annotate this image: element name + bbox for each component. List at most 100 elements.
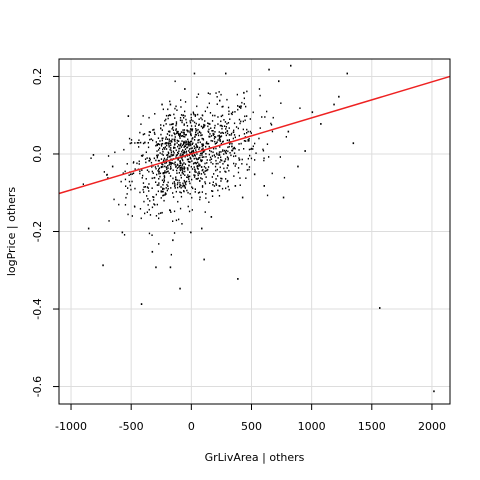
data-point (168, 172, 170, 174)
data-point (180, 191, 182, 194)
data-point (285, 136, 287, 138)
data-point (258, 88, 261, 90)
data-point (151, 206, 154, 209)
data-point (162, 194, 164, 197)
data-point (191, 143, 193, 145)
data-point (201, 159, 203, 162)
data-point (233, 152, 236, 154)
data-point (179, 287, 181, 290)
data-point (178, 133, 180, 135)
data-point (148, 232, 151, 235)
data-point (237, 108, 239, 111)
data-point (157, 137, 160, 139)
data-point (246, 163, 248, 166)
data-point (179, 185, 181, 188)
data-point (161, 139, 163, 142)
data-point (184, 182, 186, 184)
data-point (195, 134, 197, 136)
data-point (204, 211, 206, 213)
data-point (193, 145, 195, 148)
data-point (189, 193, 191, 195)
data-point (184, 145, 187, 147)
data-point (169, 148, 171, 151)
data-point (194, 114, 197, 116)
data-point (170, 187, 172, 189)
data-point (173, 152, 175, 154)
data-point (229, 152, 231, 154)
data-point (187, 175, 190, 178)
data-point (172, 123, 174, 125)
data-point (173, 232, 176, 234)
data-point (185, 141, 188, 143)
data-point (133, 205, 136, 208)
data-point (188, 150, 190, 152)
data-point (232, 137, 234, 140)
data-point (160, 186, 162, 188)
data-point (165, 136, 167, 139)
data-point (237, 105, 239, 107)
data-point (149, 200, 151, 202)
data-point (131, 215, 133, 217)
data-point (189, 171, 191, 173)
data-point (210, 135, 213, 137)
data-point (167, 156, 169, 158)
data-point (346, 72, 348, 75)
data-point (214, 165, 217, 168)
data-point (217, 116, 219, 118)
data-point (177, 164, 179, 166)
data-point (205, 153, 207, 155)
x-tick-label: -1000 (55, 420, 87, 433)
data-point (187, 167, 189, 170)
data-point (219, 171, 221, 173)
data-point (263, 157, 265, 159)
data-point (186, 129, 188, 132)
data-point (158, 178, 160, 180)
data-point (187, 158, 190, 161)
data-point (250, 148, 252, 150)
data-point (193, 150, 195, 153)
data-point (204, 173, 206, 176)
data-point (200, 160, 203, 163)
data-point (168, 142, 170, 144)
data-point (148, 116, 150, 119)
data-point (224, 158, 227, 160)
data-point (178, 172, 180, 174)
data-point (158, 182, 160, 184)
data-point (188, 180, 190, 183)
data-point (200, 117, 202, 119)
data-point (179, 182, 181, 184)
data-point (218, 153, 220, 155)
data-point (238, 149, 240, 151)
data-point (246, 169, 248, 171)
data-point (239, 184, 241, 186)
data-point (270, 124, 273, 126)
data-point (175, 121, 178, 123)
data-point (179, 184, 181, 186)
data-point (172, 220, 174, 222)
data-point (199, 179, 201, 182)
data-point (158, 172, 160, 175)
data-point (163, 181, 165, 184)
data-point (169, 168, 172, 170)
data-point (182, 143, 185, 146)
data-point (158, 159, 160, 162)
data-point (183, 145, 186, 147)
data-point (149, 214, 152, 216)
data-point (178, 218, 180, 221)
data-point (268, 68, 270, 71)
data-point (172, 182, 174, 185)
data-point (180, 157, 182, 159)
data-point (167, 167, 169, 169)
data-point (129, 184, 131, 187)
data-point (209, 123, 211, 125)
data-point (193, 72, 196, 75)
data-point (283, 176, 286, 179)
data-point (218, 185, 220, 187)
x-axis-label: GrLivArea | others (205, 451, 305, 464)
data-point (266, 143, 269, 145)
data-point (241, 196, 244, 199)
data-point (166, 133, 169, 135)
data-point (190, 133, 192, 135)
data-point (170, 140, 172, 142)
data-point (191, 151, 193, 154)
